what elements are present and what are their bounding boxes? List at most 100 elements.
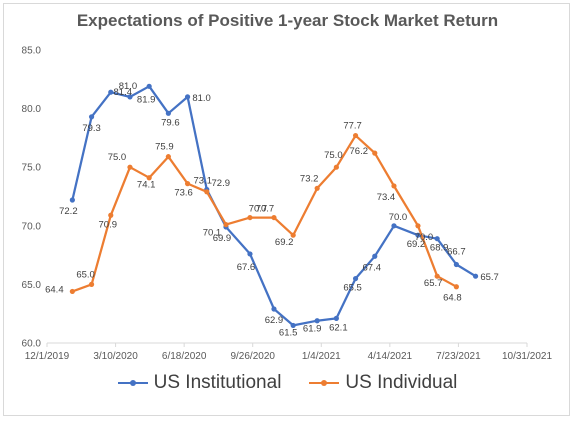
legend-item-us-institutional: US Institutional bbox=[117, 372, 282, 394]
data-label-ind: 65.7 bbox=[424, 278, 443, 289]
data-point-ind bbox=[314, 185, 320, 191]
legend-label-us-institutional: US Institutional bbox=[153, 372, 282, 393]
data-label-ind: 77.7 bbox=[343, 121, 362, 132]
data-label-ind: 73.2 bbox=[300, 173, 319, 184]
x-tick-label: 9/26/2020 bbox=[230, 351, 275, 362]
legend-swatch-us-institutional bbox=[117, 376, 148, 390]
chart-legend: US Institutional US Individual bbox=[0, 372, 575, 394]
data-point-ind bbox=[127, 164, 133, 170]
data-point-ind bbox=[223, 222, 229, 228]
data-label-ind: 64.8 bbox=[443, 293, 462, 304]
data-point-inst bbox=[333, 315, 339, 321]
data-label-ind: 65.0 bbox=[76, 269, 95, 280]
data-point-inst bbox=[69, 197, 75, 203]
data-point-ind bbox=[391, 183, 397, 189]
data-label-inst: 62.9 bbox=[265, 315, 284, 326]
data-label-inst: 61.9 bbox=[303, 324, 322, 335]
data-label-inst: 73.1 bbox=[194, 175, 213, 186]
x-tick-label: 10/31/2021 bbox=[502, 351, 552, 362]
data-point-inst bbox=[372, 253, 378, 259]
data-label-ind: 75.9 bbox=[155, 142, 174, 153]
data-label-inst: 62.1 bbox=[329, 322, 348, 333]
data-point-inst bbox=[247, 251, 253, 257]
data-point-inst bbox=[108, 89, 114, 95]
data-point-inst bbox=[352, 275, 359, 282]
x-tick-label: 6/18/2020 bbox=[162, 351, 207, 362]
data-point-ind bbox=[108, 212, 114, 218]
data-point-ind bbox=[290, 232, 296, 238]
data-point-ind bbox=[271, 214, 277, 221]
legend-item-us-individual: US Individual bbox=[309, 372, 457, 394]
data-label-inst: 72.2 bbox=[59, 206, 78, 217]
data-point-ind bbox=[165, 154, 171, 160]
data-label-inst: 79.3 bbox=[82, 123, 101, 134]
data-point-inst bbox=[391, 223, 397, 229]
x-tick-label: 1/4/2021 bbox=[302, 351, 341, 362]
data-point-ind bbox=[69, 288, 75, 295]
data-label-ind: 70.7 bbox=[249, 204, 268, 215]
data-label-inst: 61.5 bbox=[279, 327, 298, 338]
x-tick-label: 3/10/2020 bbox=[93, 351, 138, 362]
legend-marker-us-institutional bbox=[129, 380, 136, 386]
data-label-inst: 65.7 bbox=[480, 272, 499, 283]
y-tick-label: 85.0 bbox=[22, 46, 42, 57]
data-point-ind bbox=[184, 181, 191, 187]
data-label-inst: 70.0 bbox=[389, 212, 408, 223]
data-point-ind bbox=[453, 284, 459, 290]
data-label-inst: 69.9 bbox=[213, 233, 232, 244]
data-label-ind: 70.1 bbox=[203, 228, 222, 239]
data-label-inst: 81.0 bbox=[119, 81, 138, 92]
chart-title: Expectations of Positive 1-year Stock Ma… bbox=[76, 11, 499, 30]
y-tick-label: 65.0 bbox=[22, 280, 42, 291]
data-label-inst: 69.2 bbox=[407, 239, 426, 250]
data-point-inst bbox=[165, 110, 171, 116]
chart-frame bbox=[3, 3, 570, 416]
data-label-inst: 81.4 bbox=[114, 87, 133, 98]
x-tick-label: 12/1/2019 bbox=[25, 351, 70, 362]
data-label-inst: 79.6 bbox=[161, 117, 180, 128]
data-label-ind: 73.4 bbox=[377, 192, 396, 203]
data-point-inst bbox=[453, 261, 459, 268]
data-point-ind bbox=[415, 223, 421, 229]
data-point-ind bbox=[372, 150, 378, 156]
data-point-inst bbox=[314, 318, 320, 324]
data-point-ind bbox=[88, 281, 95, 287]
y-tick-label: 75.0 bbox=[22, 163, 42, 174]
data-label-inst: 65.5 bbox=[343, 283, 362, 294]
legend-marker-us-individual bbox=[321, 380, 328, 386]
y-tick-label: 70.0 bbox=[22, 221, 42, 232]
data-label-inst: 81.9 bbox=[137, 94, 156, 105]
data-label-inst: 66.7 bbox=[447, 246, 466, 257]
y-tick-label: 60.0 bbox=[22, 339, 42, 350]
data-label-ind: 64.4 bbox=[45, 284, 64, 295]
data-point-inst bbox=[88, 114, 95, 120]
data-label-inst: 67.6 bbox=[237, 262, 256, 273]
x-tick-label: 4/14/2021 bbox=[368, 351, 413, 362]
data-point-ind bbox=[146, 175, 152, 181]
data-point-ind bbox=[352, 132, 359, 139]
data-point-inst bbox=[290, 322, 296, 329]
data-point-ind bbox=[204, 189, 210, 195]
data-label-inst: 67.4 bbox=[363, 262, 382, 273]
data-label-ind: 74.1 bbox=[137, 180, 156, 191]
data-point-inst bbox=[146, 83, 152, 89]
legend-swatch-us-individual bbox=[309, 376, 340, 390]
y-tick-label: 80.0 bbox=[22, 104, 42, 115]
data-label-ind: 70.0 bbox=[415, 232, 434, 243]
x-tick-label: 7/23/2021 bbox=[436, 351, 481, 362]
data-point-inst bbox=[434, 236, 440, 242]
data-label-ind: 73.6 bbox=[174, 188, 193, 199]
data-point-inst bbox=[271, 306, 277, 312]
data-point-inst bbox=[415, 232, 421, 238]
data-label-ind: 75.0 bbox=[324, 150, 343, 161]
data-point-ind bbox=[247, 214, 253, 221]
data-label-inst: 68.9 bbox=[430, 243, 449, 254]
data-point-ind bbox=[434, 273, 440, 279]
data-label-ind: 70.9 bbox=[99, 219, 118, 230]
data-point-ind bbox=[333, 164, 339, 170]
data-point-inst bbox=[127, 94, 133, 100]
data-label-ind: 76.2 bbox=[350, 146, 369, 157]
data-label-ind: 70.7 bbox=[256, 204, 275, 215]
data-label-inst: 81.0 bbox=[192, 93, 211, 104]
